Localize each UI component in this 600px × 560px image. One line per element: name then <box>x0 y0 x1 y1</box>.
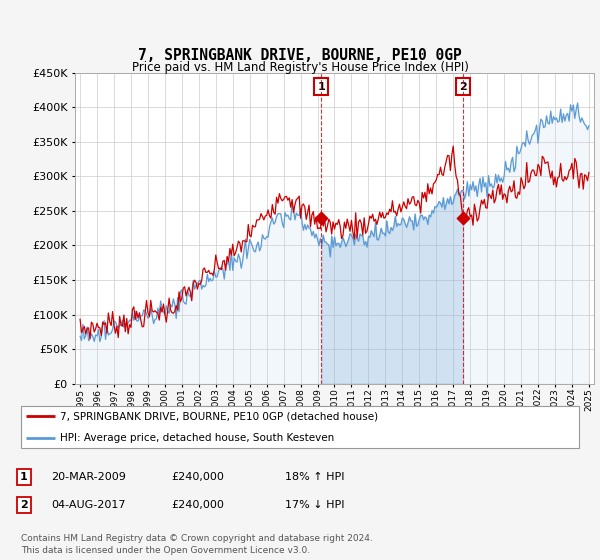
Text: 2: 2 <box>20 500 28 510</box>
Point <box>316 213 326 222</box>
Text: 7, SPRINGBANK DRIVE, BOURNE, PE10 0GP: 7, SPRINGBANK DRIVE, BOURNE, PE10 0GP <box>138 49 462 63</box>
Text: 1: 1 <box>20 472 28 482</box>
Text: 7, SPRINGBANK DRIVE, BOURNE, PE10 0GP (detached house): 7, SPRINGBANK DRIVE, BOURNE, PE10 0GP (d… <box>60 411 379 421</box>
Text: 18% ↑ HPI: 18% ↑ HPI <box>285 472 344 482</box>
Point <box>458 213 468 222</box>
Text: 2: 2 <box>460 82 467 92</box>
Text: Contains HM Land Registry data © Crown copyright and database right 2024.
This d: Contains HM Land Registry data © Crown c… <box>21 534 373 555</box>
FancyBboxPatch shape <box>21 405 579 449</box>
Text: 1: 1 <box>317 82 325 92</box>
Text: 20-MAR-2009: 20-MAR-2009 <box>51 472 126 482</box>
Text: £240,000: £240,000 <box>171 472 224 482</box>
Text: 04-AUG-2017: 04-AUG-2017 <box>51 500 125 510</box>
Text: £240,000: £240,000 <box>171 500 224 510</box>
Text: 17% ↓ HPI: 17% ↓ HPI <box>285 500 344 510</box>
Text: Price paid vs. HM Land Registry's House Price Index (HPI): Price paid vs. HM Land Registry's House … <box>131 61 469 74</box>
Text: HPI: Average price, detached house, South Kesteven: HPI: Average price, detached house, Sout… <box>60 433 335 443</box>
